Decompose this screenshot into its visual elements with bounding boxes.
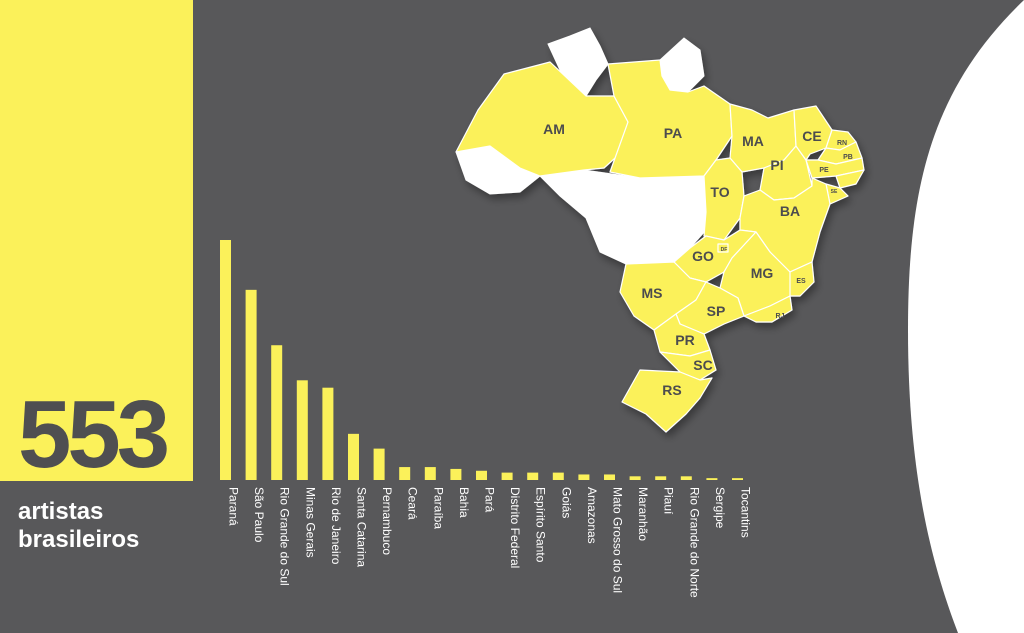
bar-17 [655,476,667,480]
category-label-12: Espírito Santo [534,487,548,563]
map-label-rj: RJ [776,313,785,320]
map-label-pi: PI [770,157,783,173]
map-label-ba: BA [780,203,800,219]
category-label-13: Goiás [559,487,573,518]
bar-7 [399,467,411,480]
map-state-df [717,243,729,253]
map-state-rj [743,295,793,323]
bar-10 [476,470,487,480]
map-label-sp: SP [707,303,726,319]
bar-13 [552,472,564,480]
category-label-10: Pará [483,487,497,513]
category-label-19: Sergipe [713,487,727,529]
bar-19 [706,478,718,480]
category-label-16: Maranhão [636,487,650,541]
map-state-rs [621,369,713,433]
map-label-ms: MS [642,285,663,301]
category-label-11: Distrito Federal [508,487,522,568]
bar-3 [296,380,308,480]
bar-4 [322,387,334,480]
bar-20 [732,478,743,480]
bar-2 [271,345,283,480]
map-state-ce [793,105,833,161]
map-state-al [835,169,865,189]
category-label-4: Rio de Janeiro [329,487,343,565]
category-label-14: Amazonas [585,487,599,544]
map-label-pr: PR [675,332,694,348]
white-semicircle [908,0,1024,633]
category-label-8: Paraíba [431,487,445,529]
category-label-15: Mato Grosso do Sul [611,487,625,593]
bars-group [220,240,743,480]
category-label-6: Pernambuco [380,487,394,555]
map-label-rn: RN [837,140,847,147]
headline-panel: 553 [0,0,193,488]
bar-16 [629,476,641,480]
map-label-pe: PE [819,167,829,174]
bar-0 [220,240,231,480]
category-label-0: Paraná [227,487,241,526]
category-label-20: Tocantins [739,487,753,538]
category-label-18: Rio Grande do Norte [687,487,701,598]
bar-12 [527,472,539,480]
category-label-3: Minas Gerais [303,487,317,558]
bar-1 [245,289,257,480]
bar-11 [501,472,513,480]
map-label-df: DF [721,247,728,253]
map-label-sc: SC [693,357,712,373]
map-label-ce: CE [802,128,821,144]
map-label-pa: PA [664,125,682,141]
total-artists-count: 553 [18,381,170,488]
caption-line-1: artistas [18,498,104,525]
map-label-go: GO [692,248,714,264]
category-label-1: São Paulo [252,487,266,543]
bar-15 [604,474,615,480]
map-state-es [789,261,815,297]
category-label-5: Santa Catarina [355,487,369,567]
bar-18 [680,476,692,480]
map-label-se: SE [831,189,838,195]
map-label-am: AM [543,121,565,137]
map-label-to: TO [710,184,729,200]
headline-caption: artistas brasileiros [18,498,139,554]
bar-14 [578,474,590,480]
category-label-9: Bahia [457,487,471,518]
category-label-17: Piauí [662,487,676,515]
category-labels-group: Paraná São Paulo Rio Grande do Sul Minas Ge… [227,487,753,598]
map-label-pb: PB [843,154,853,161]
category-label-2: Rio Grande do Sul [278,487,292,586]
bar-6 [373,448,385,480]
map-label-ma: MA [742,133,764,149]
bar-9 [450,468,462,480]
bar-8 [424,467,436,480]
category-label-7: Ceará [406,487,420,520]
bar-5 [348,433,359,480]
map-label-mg: MG [751,265,774,281]
caption-line-2: brasileiros [18,526,140,553]
map-label-es: ES [796,278,806,285]
map-label-rs: RS [662,382,681,398]
